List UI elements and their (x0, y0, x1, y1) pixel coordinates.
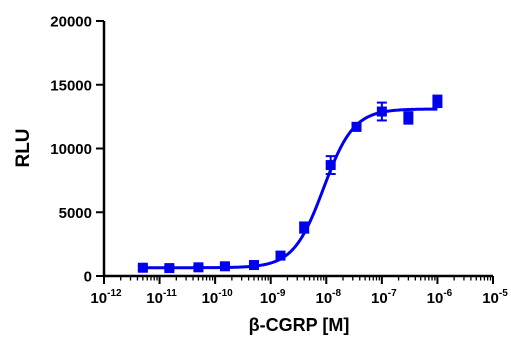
x-tick-label-exponent: -11 (163, 288, 177, 299)
data-point (275, 250, 286, 261)
x-tick-label-base: 10 (202, 290, 219, 307)
x-tick-label-base: 10 (482, 290, 499, 307)
data-point (193, 262, 204, 273)
x-tick-label: 10-9 (260, 288, 286, 307)
x-tick-label: 10-10 (202, 288, 234, 307)
x-tick-label-exponent: -9 (277, 288, 286, 299)
x-tick-label-exponent: -6 (443, 288, 452, 299)
data-point (248, 260, 259, 271)
x-tick-label-base: 10 (371, 290, 388, 307)
x-tick-label-base: 10 (146, 290, 163, 307)
data-point (325, 160, 336, 171)
fit-curve (142, 107, 438, 270)
y-tick-labels: 0 5000 10000 15000 20000 (50, 14, 92, 286)
x-minor-ticks (120, 276, 492, 281)
y-axis-title: RLU (13, 128, 34, 167)
y-tick-label: 5000 (59, 205, 92, 222)
x-tick-label-exponent: -5 (499, 288, 508, 299)
y-axis: 0 5000 10000 15000 20000 (50, 14, 106, 286)
x-tick-labels: 10-12 10-11 10-10 10-9 10-8 10-7 10-6 10-5 (90, 288, 508, 307)
x-tick-label-exponent: -7 (388, 288, 397, 299)
y-tick-label: 0 (84, 269, 92, 286)
x-tick-label-exponent: -10 (218, 288, 233, 299)
data-point (137, 262, 148, 273)
x-tick-label-exponent: -8 (332, 288, 341, 299)
x-tick-label: 10-5 (482, 288, 508, 307)
x-tick-label: 10-7 (371, 288, 397, 307)
y-major-ticks (96, 20, 104, 277)
x-axis-title: β-CGRP [M] (249, 315, 350, 335)
x-tick-label: 10-8 (315, 288, 341, 307)
data-point (164, 263, 175, 274)
x-tick-label-exponent: -12 (107, 288, 122, 299)
data-point (376, 106, 387, 117)
data-point (351, 121, 362, 132)
x-major-ticks (103, 276, 494, 284)
x-tick-label: 10-6 (427, 288, 453, 307)
x-tick-label: 10-11 (146, 288, 177, 307)
plot-area (137, 94, 443, 274)
error-bars (137, 94, 443, 272)
data-point (219, 261, 230, 272)
x-tick-label-base: 10 (260, 290, 277, 307)
x-axis: 10-12 10-11 10-10 10-9 10-8 10-7 10-6 10-5 (90, 274, 508, 307)
data-point (432, 96, 443, 107)
x-tick-label-base: 10 (90, 290, 107, 307)
x-tick-label-base: 10 (427, 290, 444, 307)
y-tick-label: 20000 (50, 14, 92, 31)
data-point (299, 222, 310, 233)
y-tick-label: 15000 (50, 77, 92, 94)
y-tick-label: 10000 (50, 141, 92, 158)
data-point (403, 112, 414, 123)
x-tick-label: 10-12 (90, 288, 122, 307)
data-points (137, 96, 443, 274)
x-tick-label-base: 10 (315, 290, 332, 307)
